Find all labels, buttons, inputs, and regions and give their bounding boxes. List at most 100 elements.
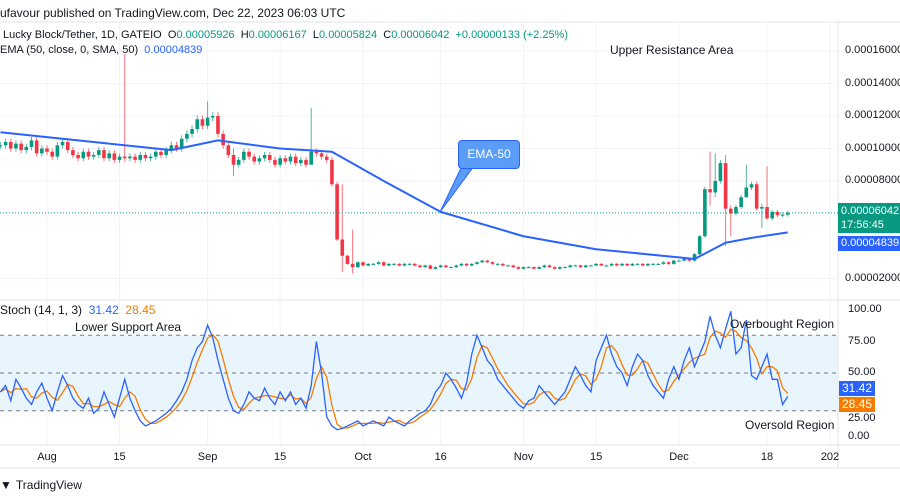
candle-up: [594, 263, 598, 266]
candle-down: [34, 140, 39, 154]
candle-down: [283, 158, 288, 162]
stoch-legend: Stoch (14, 1, 3) 31.42 28.45: [0, 303, 155, 317]
candle-down: [511, 265, 516, 268]
candle-down: [112, 153, 117, 160]
publisher-line: ufavour published on TradingView.com, De…: [0, 6, 346, 20]
candle-down: [200, 119, 205, 126]
candle-up: [164, 150, 168, 155]
price-tick-label: 0.00002000: [845, 271, 900, 284]
candle-down: [350, 263, 355, 268]
candle-down: [50, 151, 54, 157]
ema-50-line: [0, 131, 788, 260]
time-tick-label: 15: [589, 451, 603, 463]
candle-down: [485, 260, 490, 263]
candle-down: [775, 211, 780, 216]
ema-callout[interactable]: EMA-50: [458, 140, 520, 169]
candle-down: [361, 262, 365, 266]
candle-down: [464, 263, 469, 266]
candle-up: [366, 263, 370, 266]
candle-up: [356, 262, 360, 268]
candle-up: [651, 263, 655, 265]
candle-up: [770, 211, 775, 219]
candle-down: [687, 259, 692, 261]
tradingview-logo[interactable]: ▼ TradingView: [0, 478, 82, 492]
candle-down: [490, 262, 495, 264]
candle-down: [340, 239, 345, 256]
candle-down: [666, 262, 671, 264]
candle-up: [734, 207, 738, 214]
open-label: O: [167, 29, 177, 41]
candle-up: [262, 155, 267, 159]
candle-up: [542, 265, 547, 268]
candle-up: [205, 117, 210, 126]
candle-up: [537, 267, 541, 269]
candle-up: [526, 267, 531, 269]
candle-down: [723, 163, 728, 209]
candle-down: [247, 151, 251, 157]
candle-up: [117, 156, 122, 160]
candle-up: [236, 159, 241, 165]
brand-name: TradingView: [15, 478, 82, 492]
candle-up: [697, 236, 702, 255]
symbol-legend: Lucky Block/Tether, 1D, GATEIO O0.000059…: [3, 29, 568, 42]
candle-down: [216, 116, 220, 134]
candle-down: [293, 156, 298, 164]
candle-down: [428, 265, 433, 269]
candle-down: [532, 267, 536, 269]
candle-down: [45, 148, 49, 152]
stoch-d-value: 28.45: [125, 303, 156, 317]
candle-down: [418, 265, 422, 268]
candle-up: [288, 156, 293, 162]
candle-up: [0, 145, 3, 147]
candle-down: [728, 208, 733, 214]
price-tick-label: 0.00016000: [845, 44, 900, 56]
candle-up: [558, 267, 562, 269]
candle-down: [381, 262, 386, 266]
stoch-k-value: 31.42: [88, 303, 119, 317]
candle-up: [148, 156, 153, 159]
candle-up: [210, 116, 215, 118]
stoch-d-badge: 28.45: [839, 397, 875, 412]
time-tick-label: 16: [434, 451, 447, 463]
candle-up: [744, 187, 749, 198]
close-value: 0.00006042: [391, 29, 450, 41]
candle-up: [195, 119, 200, 129]
candle-up: [573, 265, 578, 267]
candle-down: [143, 155, 148, 159]
candle-down: [133, 156, 137, 160]
candle-up: [387, 263, 391, 266]
candle-up: [97, 150, 101, 155]
candle-up: [242, 151, 246, 160]
candle-up: [495, 263, 500, 265]
candle-up: [713, 181, 718, 193]
candle-down: [444, 265, 448, 268]
candle-up: [604, 265, 609, 267]
candle-down: [625, 263, 629, 266]
candle-up: [107, 153, 111, 159]
candle-up: [278, 158, 282, 165]
last-price: 0.00006042: [841, 205, 900, 217]
candle-up: [630, 263, 635, 266]
candle-down: [76, 155, 80, 159]
candle-down: [754, 184, 759, 209]
ema-legend[interactable]: EMA (50, close, 0, SMA, 50) 0.00004839: [0, 44, 202, 57]
candle-up: [760, 207, 764, 209]
upper-resistance-label: Upper Resistance Area: [610, 43, 734, 57]
stoch-k-badge: 31.42: [839, 381, 875, 396]
stoch-k-line: [0, 311, 789, 431]
candle-up: [438, 265, 443, 268]
candle-down: [501, 263, 505, 266]
candle-down: [19, 143, 23, 151]
candle-up: [309, 151, 313, 165]
candle-down: [330, 159, 334, 185]
candle-down: [615, 263, 619, 266]
price-tick-label: 0.00010000: [845, 141, 900, 154]
candle-up: [506, 265, 510, 267]
candle-down: [335, 184, 339, 240]
candle-up: [407, 263, 412, 265]
candle-down: [273, 159, 277, 165]
stoch-tick-label: 75.00: [848, 334, 876, 347]
candle-up: [371, 263, 376, 265]
candle-up: [423, 265, 427, 268]
